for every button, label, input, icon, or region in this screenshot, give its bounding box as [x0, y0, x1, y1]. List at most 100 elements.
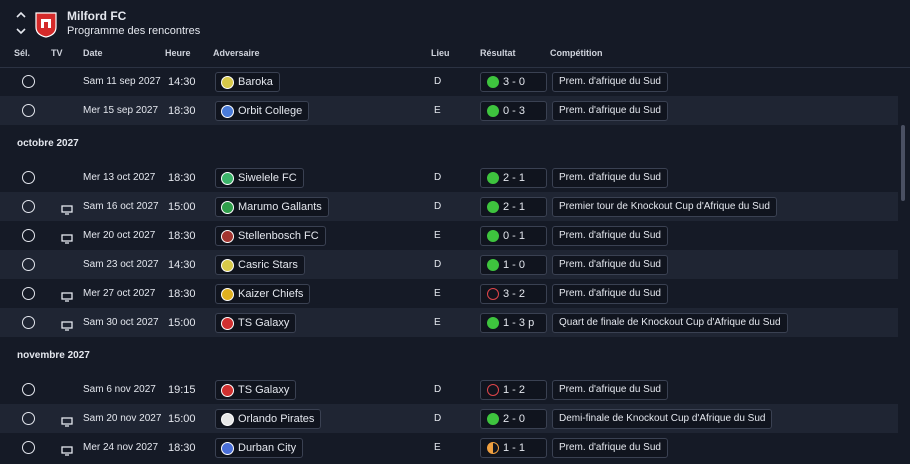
- collapse-arrows[interactable]: [14, 8, 28, 38]
- opponent[interactable]: Orlando Pirates: [215, 408, 322, 429]
- opponent[interactable]: Siwelele FC: [215, 167, 304, 188]
- scrollbar[interactable]: [901, 125, 905, 201]
- match-time: 15:00: [168, 412, 196, 425]
- opponent[interactable]: Casric Stars: [215, 254, 305, 275]
- opponent-badge: [221, 383, 234, 397]
- column-header[interactable]: Date: [83, 48, 103, 58]
- tv-icon: [61, 318, 73, 336]
- opponent-badge: [221, 441, 234, 455]
- score: 0 - 1: [503, 229, 526, 242]
- result[interactable]: 1 - 3 p: [480, 312, 547, 333]
- result[interactable]: 3 - 2: [480, 283, 547, 304]
- score: 1 - 2: [503, 383, 526, 396]
- competition[interactable]: Prem. d'afrique du Sud: [552, 437, 668, 458]
- outcome-icon: [487, 412, 499, 425]
- opponent-badge: [221, 171, 234, 185]
- match-date: Mer 15 sep 2027: [83, 104, 159, 116]
- opponent[interactable]: Baroka: [215, 71, 280, 92]
- competition[interactable]: Demi-finale de Knockout Cup d'Afrique du…: [552, 408, 773, 429]
- opponent[interactable]: TS Galaxy: [215, 379, 297, 400]
- opponent-name: Orbit College: [238, 104, 303, 117]
- club-name: Milford FC: [67, 9, 127, 23]
- match-time: 15:00: [168, 200, 196, 213]
- select-radio[interactable]: [22, 199, 35, 213]
- opponent[interactable]: Marumo Gallants: [215, 196, 329, 217]
- match-date: Sam 11 sep 2027: [83, 75, 161, 87]
- competition[interactable]: Prem. d'afrique du Sud: [552, 283, 668, 304]
- opponent-badge: [221, 316, 234, 330]
- competition[interactable]: Prem. d'afrique du Sud: [552, 225, 668, 246]
- select-radio[interactable]: [22, 411, 35, 425]
- venue: E: [434, 229, 441, 241]
- fixture-row[interactable]: [0, 250, 898, 279]
- match-date: Mer 24 nov 2027: [83, 441, 159, 453]
- select-radio[interactable]: [22, 382, 35, 396]
- opponent-name: Durban City: [238, 441, 297, 454]
- result[interactable]: 1 - 1: [480, 437, 547, 458]
- opponent[interactable]: Stellenbosch FC: [215, 225, 326, 246]
- column-header[interactable]: Adversaire: [213, 48, 260, 58]
- venue: E: [434, 104, 441, 116]
- select-radio[interactable]: [22, 74, 35, 88]
- result[interactable]: 0 - 1: [480, 225, 547, 246]
- result[interactable]: 1 - 2: [480, 379, 547, 400]
- match-time: 15:00: [168, 316, 196, 329]
- opponent-badge: [221, 104, 234, 118]
- outcome-icon: [487, 229, 499, 242]
- tv-icon: [61, 231, 73, 249]
- select-radio[interactable]: [22, 440, 35, 454]
- competition[interactable]: Prem. d'afrique du Sud: [552, 100, 668, 121]
- select-radio[interactable]: [22, 103, 35, 117]
- result[interactable]: 3 - 0: [480, 71, 547, 92]
- opponent-badge: [221, 258, 234, 272]
- result[interactable]: 2 - 0: [480, 408, 547, 429]
- opponent-name: Orlando Pirates: [238, 412, 315, 425]
- opponent-badge: [221, 287, 234, 301]
- opponent-name: Stellenbosch FC: [238, 229, 319, 242]
- score: 1 - 1: [503, 441, 526, 454]
- column-header: Sél.: [14, 48, 31, 58]
- fixture-row[interactable]: [0, 96, 898, 125]
- competition[interactable]: Prem. d'afrique du Sud: [552, 71, 668, 92]
- result[interactable]: 2 - 1: [480, 167, 547, 188]
- match-date: Mer 27 oct 2027: [83, 287, 156, 299]
- column-header[interactable]: Résultat: [480, 48, 516, 58]
- venue: E: [434, 287, 441, 299]
- competition[interactable]: Prem. d'afrique du Sud: [552, 379, 668, 400]
- score: 3 - 0: [503, 75, 526, 88]
- score: 2 - 1: [503, 200, 526, 213]
- opponent[interactable]: TS Galaxy: [215, 312, 297, 333]
- match-time: 18:30: [168, 229, 196, 242]
- result[interactable]: 2 - 1: [480, 196, 547, 217]
- opponent-name: Baroka: [238, 75, 273, 88]
- competition[interactable]: Prem. d'afrique du Sud: [552, 167, 668, 188]
- tv-icon: [61, 289, 73, 307]
- select-radio[interactable]: [22, 286, 35, 300]
- column-header[interactable]: Lieu: [431, 48, 450, 58]
- match-date: Sam 16 oct 2027: [83, 200, 159, 212]
- select-radio[interactable]: [22, 228, 35, 242]
- opponent[interactable]: Kaizer Chiefs: [215, 283, 311, 304]
- tv-icon: [61, 443, 73, 461]
- result[interactable]: 1 - 0: [480, 254, 547, 275]
- opponent[interactable]: Durban City: [215, 437, 304, 458]
- select-radio[interactable]: [22, 315, 35, 329]
- result[interactable]: 0 - 3: [480, 100, 547, 121]
- month-heading: novembre 2027: [17, 350, 90, 361]
- opponent-name: Marumo Gallants: [238, 200, 322, 213]
- column-header[interactable]: Compétition: [550, 48, 603, 58]
- select-radio[interactable]: [22, 170, 35, 184]
- competition[interactable]: Premier tour de Knockout Cup d'Afrique d…: [552, 196, 777, 217]
- outcome-icon: [487, 441, 499, 454]
- venue: D: [434, 200, 442, 212]
- competition[interactable]: Quart de finale de Knockout Cup d'Afriqu…: [552, 312, 788, 333]
- column-header: TV: [51, 48, 63, 58]
- outcome-icon: [487, 258, 499, 271]
- opponent[interactable]: Orbit College: [215, 100, 310, 121]
- opponent-badge: [221, 200, 234, 214]
- competition[interactable]: Prem. d'afrique du Sud: [552, 254, 668, 275]
- column-header[interactable]: Heure: [165, 48, 191, 58]
- match-date: Sam 6 nov 2027: [83, 383, 156, 395]
- select-radio[interactable]: [22, 257, 35, 271]
- venue: D: [434, 412, 442, 424]
